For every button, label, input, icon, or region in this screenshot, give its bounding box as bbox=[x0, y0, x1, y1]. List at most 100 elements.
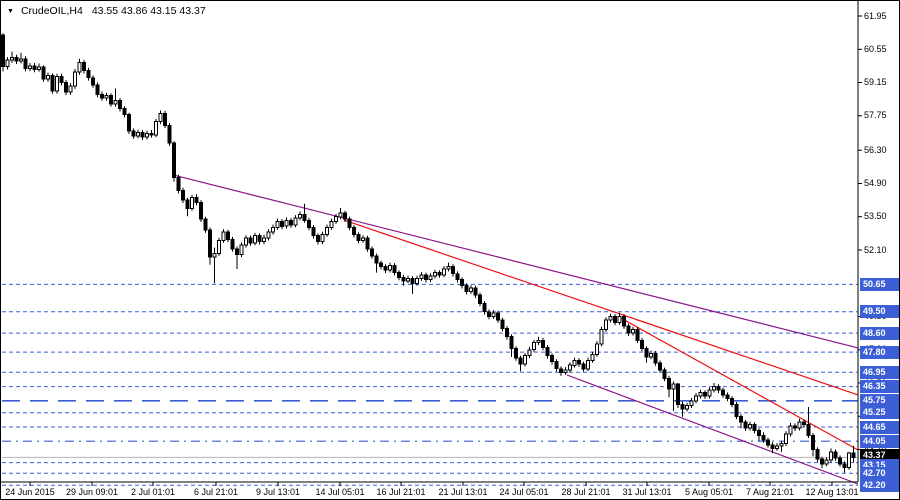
candle-body-bear bbox=[149, 133, 154, 136]
price-axis-label: 53.50 bbox=[864, 211, 887, 222]
candle-body-bear bbox=[743, 421, 748, 429]
candle-body-bear bbox=[514, 348, 518, 359]
trendline-resistance-2[interactable] bbox=[618, 316, 859, 451]
candle-body-bear bbox=[397, 272, 401, 278]
candle-body-bear bbox=[226, 231, 230, 240]
candle-body-bull bbox=[748, 424, 752, 429]
candle-body-bull bbox=[239, 244, 244, 256]
title-ohlc-values: 43.55 43.86 43.15 43.37 bbox=[91, 5, 206, 17]
symbol-period-label: CrudeOIL,H4 bbox=[20, 5, 83, 17]
candle-body-bear bbox=[374, 255, 379, 264]
candle-body-bear bbox=[820, 458, 824, 465]
candle-body-bear bbox=[365, 237, 370, 250]
candle-body-bear bbox=[581, 363, 586, 370]
candle-body-bear bbox=[280, 221, 284, 227]
candle-body-bear bbox=[181, 190, 185, 201]
date-axis-label: 6 Jul 21:01 bbox=[193, 487, 239, 497]
candle-body-bear bbox=[64, 82, 68, 93]
candle-body-bull bbox=[707, 389, 712, 397]
candle-body-bear bbox=[311, 226, 316, 237]
trendline-channel-upper[interactable] bbox=[172, 174, 859, 349]
candle-body-bull bbox=[298, 213, 302, 219]
candle-body-bull bbox=[590, 354, 595, 361]
candle-body-bear bbox=[662, 369, 667, 379]
candle-body-bull bbox=[320, 234, 325, 243]
candle-body-bull bbox=[572, 360, 577, 366]
candle-body-bear bbox=[739, 415, 743, 423]
level-price-label: 45.75 bbox=[860, 394, 899, 408]
candle-body-bull bbox=[595, 343, 599, 355]
candle-body-bull bbox=[10, 57, 14, 61]
candle-body-bear bbox=[235, 248, 239, 256]
candle-body-bull bbox=[649, 352, 653, 358]
candle-body-bull bbox=[775, 445, 779, 449]
date-axis-label: 7 Aug 21:01 bbox=[745, 487, 795, 497]
candle-body-bull bbox=[334, 216, 338, 222]
candle-body-bull bbox=[104, 95, 109, 99]
candle-body-bull bbox=[19, 58, 23, 62]
candle-body-bear bbox=[347, 218, 352, 228]
candle-body-bear bbox=[635, 329, 640, 341]
candle-body-bear bbox=[811, 434, 815, 451]
trendline-resistance-1[interactable] bbox=[343, 219, 859, 396]
candle-body-bull bbox=[68, 85, 73, 93]
candle-body-bear bbox=[640, 339, 644, 350]
candle-body-bear bbox=[122, 108, 127, 115]
candle-body-bear bbox=[41, 66, 46, 80]
candle-body-bear bbox=[482, 302, 487, 313]
candle-body-bull bbox=[415, 278, 419, 284]
candle-body-bear bbox=[680, 403, 685, 410]
candle-body-bull bbox=[262, 237, 266, 243]
price-axis-label: 54.90 bbox=[864, 178, 887, 188]
candle-body-bull bbox=[158, 112, 163, 123]
candle-body-bull bbox=[325, 226, 329, 235]
candle-body-bull bbox=[685, 405, 689, 410]
candle-body-bear bbox=[383, 266, 388, 271]
candle-body-bear bbox=[806, 424, 811, 436]
candle-body-bull bbox=[145, 133, 149, 138]
candle-body-bear bbox=[176, 177, 181, 192]
candle-body-bear bbox=[127, 114, 131, 132]
date-axis-label: 21 Jul 13:01 bbox=[438, 487, 488, 497]
candle-body-bear bbox=[203, 218, 208, 231]
candle-body-bear bbox=[622, 316, 626, 327]
candle-body-bull bbox=[361, 237, 365, 242]
candle-body-bull bbox=[694, 395, 698, 402]
level-price-label: 48.60 bbox=[860, 326, 899, 340]
candle-body-bear bbox=[50, 74, 55, 92]
candle-body-bear bbox=[379, 262, 383, 268]
candle-body-bear bbox=[59, 76, 64, 83]
candle-body-bear bbox=[757, 430, 761, 436]
candle-body-bull bbox=[536, 339, 541, 344]
candle-body-bear bbox=[140, 131, 145, 138]
price-axis-label: 60.55 bbox=[864, 43, 887, 54]
candle-body-bull bbox=[599, 329, 604, 345]
candle-body-bull bbox=[28, 65, 32, 69]
candle-body-bull bbox=[113, 99, 118, 105]
level-price-label: 49.50 bbox=[860, 305, 899, 319]
candle-body-bull bbox=[671, 383, 676, 390]
candle-body-bear bbox=[100, 93, 104, 99]
date-axis-label: 29 Jun 09:01 bbox=[65, 487, 119, 497]
candle-body-bear bbox=[437, 272, 442, 276]
candle-body-bull bbox=[604, 319, 608, 331]
candle-body-bear bbox=[676, 383, 680, 405]
level-price-label: 46.95 bbox=[860, 365, 899, 379]
candle-body-bear bbox=[478, 294, 482, 304]
candle-body-bear bbox=[725, 394, 730, 399]
candle-body-bear bbox=[793, 425, 797, 429]
price-axis-label: 61.95 bbox=[864, 10, 887, 21]
symbol-dropdown-icon[interactable]: ▼ bbox=[7, 8, 14, 15]
chart-title: ▼ CrudeOIL,H4 43.55 43.86 43.15 43.37 bbox=[7, 5, 206, 17]
level-price-label: 44.65 bbox=[860, 420, 899, 434]
candle-body-bear bbox=[172, 142, 176, 179]
candle-body-bear bbox=[473, 287, 478, 296]
candle-body-bull bbox=[293, 217, 298, 226]
date-axis-label: 16 Jul 21:01 bbox=[376, 487, 426, 497]
level-price-label: 46.35 bbox=[860, 380, 899, 394]
trendline-channel-lower[interactable] bbox=[566, 374, 859, 485]
candle-body-bear bbox=[766, 439, 770, 446]
candle-body-bull bbox=[136, 131, 140, 137]
